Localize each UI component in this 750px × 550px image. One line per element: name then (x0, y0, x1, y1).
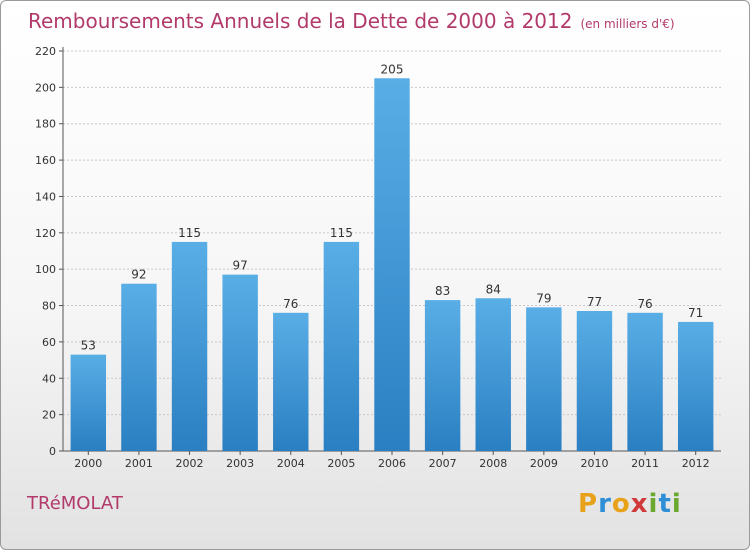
bar (70, 354, 107, 451)
y-tick-label: 20 (42, 409, 56, 422)
y-tick-label: 220 (35, 45, 56, 58)
y-tick-label: 80 (42, 300, 56, 313)
value-label: 71 (688, 306, 703, 320)
logo-letter: P (578, 489, 599, 519)
chart-title-main: Remboursements Annuels de la Dette de 20… (28, 9, 573, 33)
labels: 0 20 40 60 80 100 120 140 160 180 200 220 53 2000 92 20… (35, 45, 710, 470)
bar (424, 300, 461, 451)
value-label: 115 (330, 226, 353, 240)
x-tick-label: 2005 (327, 457, 355, 470)
y-tick-label: 0 (49, 445, 56, 458)
logo-letter: x (630, 489, 649, 519)
x-tick-label: 2008 (479, 457, 507, 470)
bar (273, 312, 309, 451)
y-tick-label: 60 (42, 336, 56, 349)
value-label: 77 (587, 295, 602, 309)
y-tick-label: 120 (35, 227, 56, 240)
y-tick-label: 100 (35, 263, 56, 276)
proxiti-logo: Proxiti (578, 489, 682, 519)
value-label: 76 (637, 297, 652, 311)
x-tick-label: 2012 (682, 457, 710, 470)
value-label: 115 (178, 226, 201, 240)
x-tick-label: 2010 (580, 457, 608, 470)
bar (374, 78, 410, 451)
chart-title: Remboursements Annuels de la Dette de 20… (28, 9, 675, 33)
x-tick-label: 2011 (631, 457, 659, 470)
commune-name: TRéMOLAT (27, 493, 123, 514)
value-label: 83 (435, 284, 450, 298)
x-tick-label: 2009 (530, 457, 558, 470)
logo-letter: i (648, 489, 659, 519)
value-label: 79 (536, 291, 551, 305)
y-tick-label: 160 (35, 154, 56, 167)
bar (627, 312, 663, 451)
chart-subtitle: (en milliers d'€) (580, 17, 675, 31)
x-tick-label: 2007 (429, 457, 457, 470)
bar (677, 321, 714, 451)
bar (576, 311, 613, 451)
y-tick-label: 180 (35, 118, 56, 131)
logo-letter: t (658, 489, 672, 519)
y-tick-label: 140 (35, 190, 56, 203)
bars (70, 78, 714, 451)
logo-letter: o (611, 489, 631, 519)
value-label: 84 (486, 282, 501, 296)
x-tick-label: 2000 (74, 457, 102, 470)
bar (222, 274, 258, 451)
bar (121, 283, 157, 451)
bar (526, 307, 562, 451)
x-tick-label: 2001 (125, 457, 153, 470)
value-label: 205 (381, 62, 404, 76)
x-tick-label: 2006 (378, 457, 406, 470)
logo-letter: i (671, 489, 682, 519)
y-tick-label: 200 (35, 81, 56, 94)
value-label: 53 (81, 339, 96, 353)
logo-letter: r (598, 489, 612, 519)
bar (475, 298, 511, 451)
value-label: 92 (131, 268, 146, 282)
x-tick-label: 2003 (226, 457, 254, 470)
value-label: 76 (283, 297, 298, 311)
bar (171, 241, 208, 451)
value-label: 97 (233, 259, 248, 273)
x-tick-label: 2002 (176, 457, 204, 470)
bar (323, 241, 360, 451)
x-tick-label: 2004 (277, 457, 305, 470)
y-tick-label: 40 (42, 372, 56, 385)
